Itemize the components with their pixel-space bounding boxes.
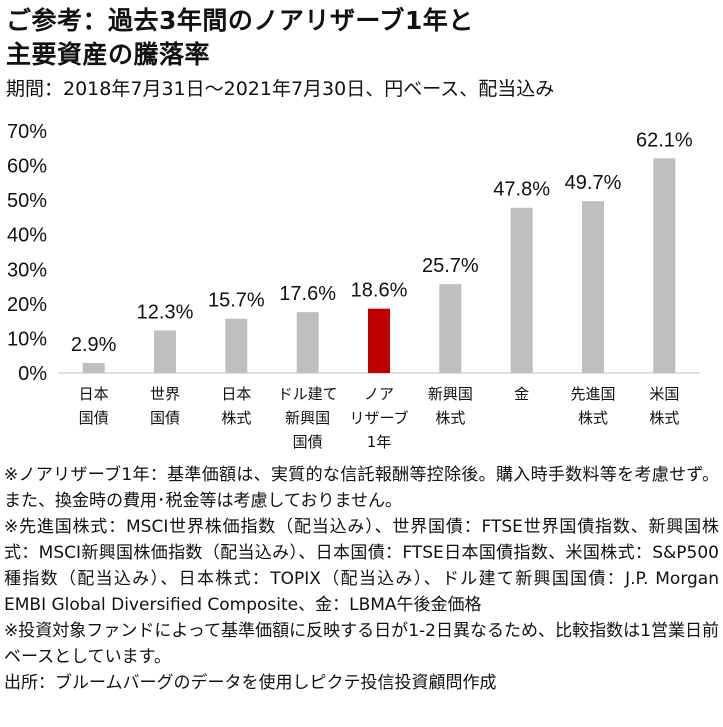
- x-tick-label: 米国: [649, 385, 679, 403]
- data-label: 2.9%: [71, 334, 117, 356]
- y-tick-label: 30%: [7, 259, 47, 281]
- chart-title-line1: ご参考：過去3年間のノアリザーブ1年と: [6, 6, 474, 35]
- x-tick-label: 日本: [221, 385, 251, 403]
- bar-chart: 0% 10% 20% 30% 40% 50% 60% 70% 2.9% 日本国債 12.3% 世界国債…: [7, 121, 700, 451]
- data-label: 47.8%: [493, 179, 550, 201]
- y-tick-label: 40%: [7, 225, 47, 247]
- bar: [510, 207, 533, 373]
- x-tick-label: 金: [514, 385, 529, 403]
- x-tick-label: 日本: [79, 385, 109, 403]
- footnote-source: 出所：ブルームバーグのデータを使用しピクテ投信投資顧問作成: [4, 673, 497, 693]
- bar: [154, 330, 176, 373]
- bar: [225, 318, 248, 373]
- data-label: 25.7%: [422, 255, 479, 277]
- x-tick-label: 新興国: [428, 385, 473, 403]
- x-tick-label: 新興国: [285, 409, 330, 427]
- chart-title-line2: 主要資産の騰落率: [6, 40, 211, 69]
- data-label: 17.6%: [279, 283, 336, 305]
- y-tick-label: 10%: [7, 328, 47, 350]
- data-label: 15.7%: [208, 290, 265, 312]
- chart-subtitle: 期間：2018年7月31日～2021年7月30日、円ベース、配当込み: [6, 78, 555, 100]
- x-tick-label: 株式: [649, 409, 679, 427]
- y-tick-label: 50%: [7, 190, 47, 212]
- data-label: 62.1%: [636, 129, 693, 151]
- x-tick-label: 株式: [435, 409, 465, 427]
- chart-title: ご参考：過去3年間のノアリザーブ1年と 主要資産の騰落率: [6, 4, 718, 72]
- data-label: 18.6%: [351, 280, 408, 302]
- x-tick-label: 国債: [293, 433, 323, 451]
- x-tick-label: 国債: [79, 409, 109, 427]
- footnote-indices: ※先進国株式：MSCI世界株価指数（配当込み）、世界国債：FTSE世界国債指数、…: [4, 517, 719, 615]
- bar: [368, 308, 390, 373]
- bar: [439, 284, 462, 373]
- footnote-timing: ※投資対象ファンドによって基準価額に反映する日が1-2日異なるため、比較指数は1…: [4, 621, 719, 667]
- x-tick-label: 株式: [221, 409, 251, 427]
- y-tick-label: 0%: [18, 363, 47, 385]
- x-tick-label: 先進国: [570, 385, 615, 403]
- y-tick-label: 20%: [7, 294, 47, 316]
- y-tick-label: 70%: [7, 121, 47, 143]
- x-tick-label: 株式: [578, 409, 608, 427]
- bar: [582, 201, 604, 373]
- x-tick-label: 1年: [367, 433, 392, 451]
- x-tick-label: 世界: [150, 385, 180, 403]
- x-tick-label: ノア: [364, 385, 394, 403]
- footnote-noah-reserve: ※ノアリザーブ1年：基準価額は、実質的な信託報酬等控除後。購入時手数料等を考慮せ…: [4, 465, 719, 511]
- footnotes: ※ノアリザーブ1年：基準価額は、実質的な信託報酬等控除後。購入時手数料等を考慮せ…: [4, 462, 719, 696]
- x-tick-label: リザーブ: [349, 409, 408, 427]
- bar: [296, 312, 319, 373]
- bar: [653, 158, 676, 373]
- data-label: 49.7%: [565, 172, 622, 194]
- bar: [82, 362, 105, 373]
- y-tick-label: 60%: [7, 156, 47, 178]
- x-tick-label: 国債: [150, 409, 180, 427]
- x-tick-label: ドル建て: [278, 385, 338, 403]
- data-label: 12.3%: [137, 301, 194, 323]
